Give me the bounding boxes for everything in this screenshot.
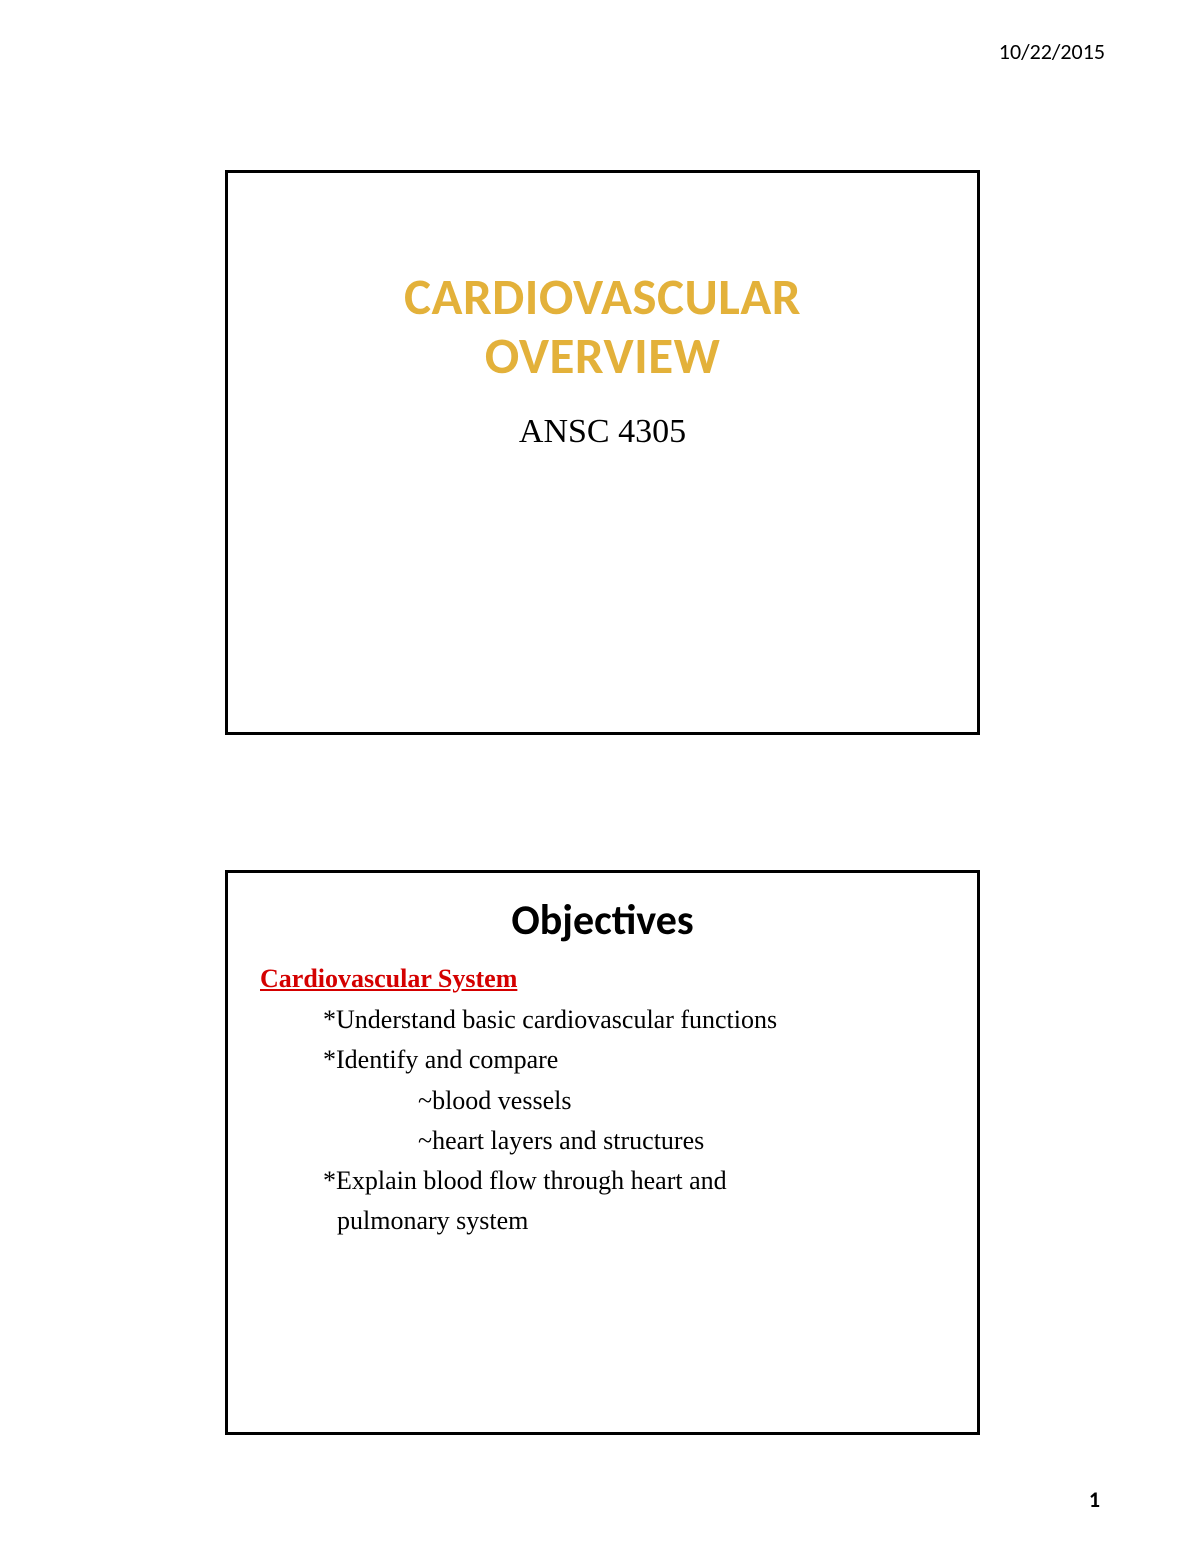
title-line-2: OVERVIEW	[485, 324, 721, 387]
bullet-item: *Explain blood flow through heart and	[323, 1161, 977, 1201]
page-number: 1	[1089, 1486, 1100, 1513]
slide-1-subtitle: ANSC 4305	[228, 413, 977, 451]
slide-1-title: CARDIOVASCULAR OVERVIEW	[228, 268, 977, 385]
bullet-item: *Understand basic cardiovascular functio…	[323, 1000, 977, 1040]
title-line-1: CARDIOVASCULAR	[404, 265, 801, 328]
slide-2-title: Objectives	[228, 895, 977, 946]
bullet-item: *Identify and compare	[323, 1040, 977, 1080]
sub-bullet-item: ~heart layers and structures	[418, 1121, 977, 1161]
slide-1: CARDIOVASCULAR OVERVIEW ANSC 4305	[225, 170, 980, 735]
section-heading: Cardiovascular System	[260, 964, 977, 994]
bullet-list: *Understand basic cardiovascular functio…	[323, 1000, 977, 1242]
page-date: 10/22/2015	[999, 38, 1105, 65]
sub-bullet-item: ~blood vessels	[418, 1081, 977, 1121]
bullet-continuation: pulmonary system	[337, 1201, 977, 1241]
sub-bullet-list: ~blood vessels ~heart layers and structu…	[418, 1081, 977, 1162]
slide-2: Objectives Cardiovascular System *Unders…	[225, 870, 980, 1435]
